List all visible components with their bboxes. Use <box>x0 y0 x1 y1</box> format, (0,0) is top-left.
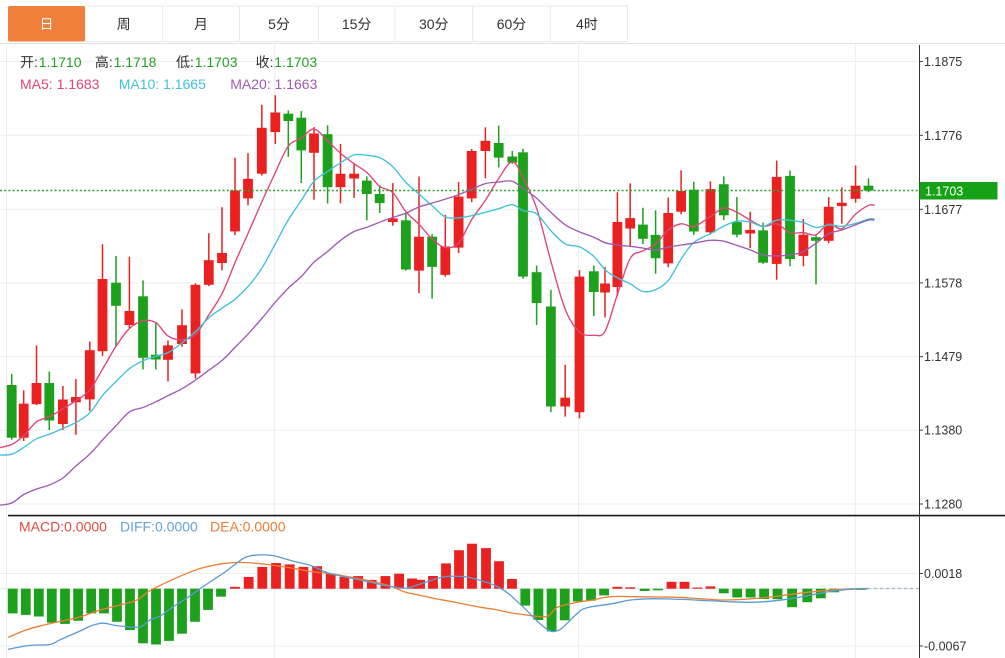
svg-text:1.1280: 1.1280 <box>924 498 962 512</box>
svg-text:1.1875: 1.1875 <box>924 55 962 69</box>
svg-text:1.1776: 1.1776 <box>924 129 962 143</box>
svg-text::: : <box>34 54 38 70</box>
svg-text:1.1718: 1.1718 <box>114 54 157 70</box>
svg-text:1.1380: 1.1380 <box>924 424 962 438</box>
svg-text:15: 15 <box>342 16 358 32</box>
svg-text::: : <box>270 54 274 70</box>
svg-text:1.1703: 1.1703 <box>274 54 317 70</box>
svg-text:4: 4 <box>576 16 584 32</box>
svg-text:MA10: 1.1665: MA10: 1.1665 <box>119 76 206 92</box>
svg-text:DIFF:0.0000: DIFF:0.0000 <box>120 519 198 535</box>
svg-text:DEA:0.0000: DEA:0.0000 <box>210 519 286 535</box>
svg-text:1.1703: 1.1703 <box>925 185 963 199</box>
svg-text:1.1479: 1.1479 <box>924 350 962 364</box>
svg-text:1.1677: 1.1677 <box>924 203 962 217</box>
svg-text:1.1578: 1.1578 <box>924 276 962 290</box>
svg-text:1.1710: 1.1710 <box>39 54 82 70</box>
svg-text::: : <box>109 54 113 70</box>
svg-text:-0.0067: -0.0067 <box>924 640 966 654</box>
svg-text:60: 60 <box>497 16 513 32</box>
svg-text:30: 30 <box>419 16 435 32</box>
svg-text:5: 5 <box>268 16 276 32</box>
svg-text::: : <box>190 54 194 70</box>
svg-text:1.1703: 1.1703 <box>195 54 238 70</box>
svg-text:MACD:0.0000: MACD:0.0000 <box>19 519 107 535</box>
svg-text:MA5: 1.1683: MA5: 1.1683 <box>20 76 100 92</box>
svg-text:MA20: 1.1663: MA20: 1.1663 <box>230 76 317 92</box>
svg-text:0.0018: 0.0018 <box>924 567 962 581</box>
